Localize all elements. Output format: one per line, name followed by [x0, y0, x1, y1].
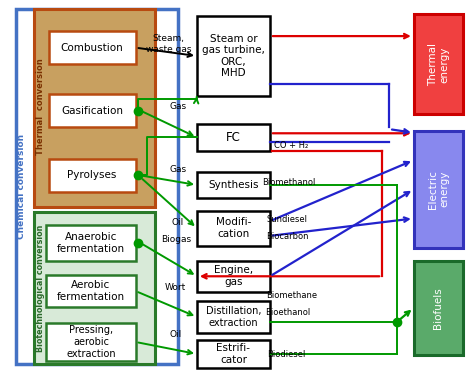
FancyBboxPatch shape — [414, 261, 463, 355]
FancyBboxPatch shape — [197, 301, 270, 333]
Text: Aerobic
fermentation: Aerobic fermentation — [57, 280, 125, 302]
Text: FC: FC — [226, 131, 241, 144]
Text: Gasification: Gasification — [61, 106, 123, 116]
FancyBboxPatch shape — [197, 261, 270, 292]
Text: Steam,
waste gas: Steam, waste gas — [146, 34, 191, 54]
Text: Thermal  conversion: Thermal conversion — [36, 59, 45, 155]
FancyBboxPatch shape — [46, 323, 136, 360]
Text: Steam or
gas turbine,
ORC,
MHD: Steam or gas turbine, ORC, MHD — [202, 34, 265, 78]
FancyBboxPatch shape — [414, 131, 463, 248]
Text: Biocarbon: Biocarbon — [266, 232, 309, 241]
Text: Bioethanol: Bioethanol — [265, 308, 310, 317]
Text: Biomethane: Biomethane — [265, 291, 317, 300]
Text: Pyrolyses: Pyrolyses — [67, 170, 117, 181]
FancyBboxPatch shape — [197, 123, 270, 151]
FancyBboxPatch shape — [197, 16, 270, 96]
Text: Modifi-
cation: Modifi- cation — [216, 217, 251, 239]
Text: Anaerobic
fermentation: Anaerobic fermentation — [57, 232, 125, 254]
Text: Electric
energy: Electric energy — [428, 170, 449, 209]
FancyBboxPatch shape — [197, 211, 270, 246]
Text: Biodiesel: Biodiesel — [267, 350, 306, 358]
Text: Engine,
gas: Engine, gas — [214, 266, 253, 287]
FancyBboxPatch shape — [46, 225, 136, 261]
Text: Pressing,
aerobic
extraction: Pressing, aerobic extraction — [66, 325, 116, 358]
FancyBboxPatch shape — [35, 212, 155, 364]
Text: Oil: Oil — [172, 218, 184, 227]
Text: Gas: Gas — [170, 103, 187, 112]
FancyBboxPatch shape — [48, 94, 136, 127]
FancyBboxPatch shape — [46, 275, 136, 307]
Text: Biomethanol: Biomethanol — [262, 178, 316, 187]
FancyBboxPatch shape — [197, 172, 270, 198]
Text: Thermal
energy: Thermal energy — [428, 43, 449, 86]
Text: Synthesis: Synthesis — [208, 180, 259, 190]
FancyBboxPatch shape — [35, 9, 155, 207]
Text: Distillation,
extraction: Distillation, extraction — [206, 306, 261, 328]
Text: Gas: Gas — [170, 165, 187, 174]
Text: Combustion: Combustion — [61, 43, 123, 53]
Text: Wort: Wort — [165, 283, 186, 292]
Text: Biogas: Biogas — [161, 235, 191, 244]
Text: CO + H₂: CO + H₂ — [274, 141, 308, 150]
Text: Oil: Oil — [170, 330, 182, 339]
Text: Biotechnological conversion: Biotechnological conversion — [36, 225, 45, 352]
Text: Sundiesel: Sundiesel — [267, 215, 308, 224]
Text: Chemical conversion: Chemical conversion — [17, 134, 26, 239]
FancyBboxPatch shape — [197, 340, 270, 368]
FancyBboxPatch shape — [48, 31, 136, 64]
FancyBboxPatch shape — [48, 159, 136, 192]
Text: Biofuels: Biofuels — [433, 287, 444, 329]
FancyBboxPatch shape — [414, 14, 463, 114]
Text: Estrifi-
cator: Estrifi- cator — [217, 343, 250, 365]
